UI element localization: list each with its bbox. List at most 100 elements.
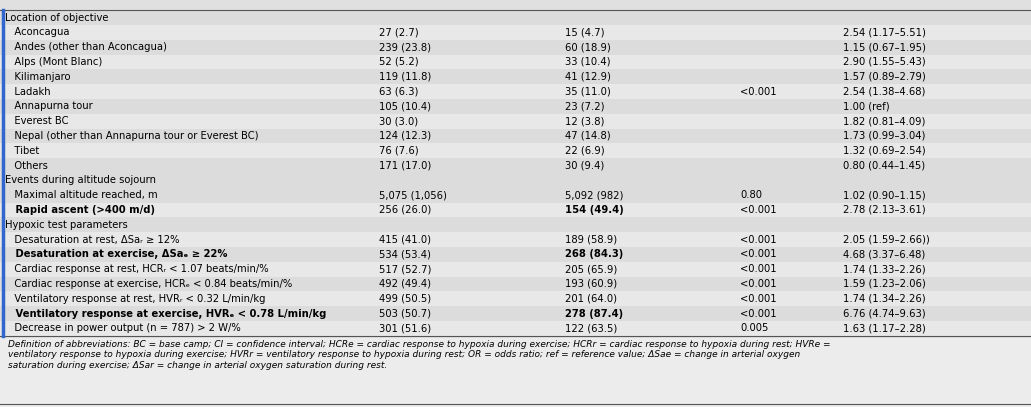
Text: <0.001: <0.001 bbox=[740, 294, 777, 304]
Bar bbox=[0, 232, 1031, 247]
Text: 52 (5.2): 52 (5.2) bbox=[379, 57, 419, 67]
Text: 47 (14.8): 47 (14.8) bbox=[565, 131, 610, 141]
Text: 1.82 (0.81–4.09): 1.82 (0.81–4.09) bbox=[843, 116, 926, 126]
Bar bbox=[0, 143, 1031, 158]
Bar bbox=[0, 277, 1031, 291]
Bar bbox=[0, 114, 1031, 129]
Text: 2.90 (1.55–5.43): 2.90 (1.55–5.43) bbox=[843, 57, 926, 67]
Text: 517 (52.7): 517 (52.7) bbox=[379, 264, 432, 274]
Text: <0.001: <0.001 bbox=[740, 309, 777, 319]
Text: Tibet: Tibet bbox=[5, 146, 39, 156]
Text: <0.001: <0.001 bbox=[740, 279, 777, 289]
Text: Rapid ascent (>400 m/d): Rapid ascent (>400 m/d) bbox=[5, 205, 155, 215]
Text: 30 (3.0): 30 (3.0) bbox=[379, 116, 419, 126]
Text: 256 (26.0): 256 (26.0) bbox=[379, 205, 432, 215]
Text: Annapurna tour: Annapurna tour bbox=[5, 101, 93, 112]
Text: 1.74 (1.33–2.26): 1.74 (1.33–2.26) bbox=[843, 264, 926, 274]
Text: Cardiac response at exercise, HCRₑ < 0.84 beats/min/%: Cardiac response at exercise, HCRₑ < 0.8… bbox=[5, 279, 293, 289]
Text: 41 (12.9): 41 (12.9) bbox=[565, 72, 610, 82]
Bar bbox=[0, 129, 1031, 143]
Text: 15 (4.7): 15 (4.7) bbox=[565, 27, 604, 37]
Text: 1.02 (0.90–1.15): 1.02 (0.90–1.15) bbox=[843, 190, 926, 200]
Bar bbox=[0, 99, 1031, 114]
Text: 12 (3.8): 12 (3.8) bbox=[565, 116, 604, 126]
Text: 105 (10.4): 105 (10.4) bbox=[379, 101, 431, 112]
Text: 189 (58.9): 189 (58.9) bbox=[565, 234, 618, 245]
Text: 1.63 (1.17–2.28): 1.63 (1.17–2.28) bbox=[843, 324, 926, 333]
Text: 35 (11.0): 35 (11.0) bbox=[565, 87, 610, 96]
Text: Alps (Mont Blanc): Alps (Mont Blanc) bbox=[5, 57, 102, 67]
Text: 154 (49.4): 154 (49.4) bbox=[565, 205, 624, 215]
Text: 499 (50.5): 499 (50.5) bbox=[379, 294, 432, 304]
Text: 1.73 (0.99–3.04): 1.73 (0.99–3.04) bbox=[843, 131, 926, 141]
Text: <0.001: <0.001 bbox=[740, 234, 777, 245]
Text: Cardiac response at rest, HCRᵣ < 1.07 beats/min/%: Cardiac response at rest, HCRᵣ < 1.07 be… bbox=[5, 264, 269, 274]
Text: 122 (63.5): 122 (63.5) bbox=[565, 324, 618, 333]
Text: 63 (6.3): 63 (6.3) bbox=[379, 87, 419, 96]
Text: 2.54 (1.38–4.68): 2.54 (1.38–4.68) bbox=[843, 87, 926, 96]
Text: 119 (11.8): 119 (11.8) bbox=[379, 72, 432, 82]
Text: 239 (23.8): 239 (23.8) bbox=[379, 42, 431, 52]
Bar bbox=[0, 10, 1031, 25]
Bar bbox=[0, 25, 1031, 40]
Text: 193 (60.9): 193 (60.9) bbox=[565, 279, 618, 289]
Text: 1.74 (1.34–2.26): 1.74 (1.34–2.26) bbox=[843, 294, 926, 304]
Bar bbox=[0, 84, 1031, 99]
Text: Everest BC: Everest BC bbox=[5, 116, 69, 126]
Text: 2.54 (1.17–5.51): 2.54 (1.17–5.51) bbox=[843, 27, 926, 37]
Text: Aconcagua: Aconcagua bbox=[5, 27, 70, 37]
Text: 503 (50.7): 503 (50.7) bbox=[379, 309, 431, 319]
Text: 0.005: 0.005 bbox=[740, 324, 769, 333]
Bar bbox=[0, 306, 1031, 321]
Text: Ladakh: Ladakh bbox=[5, 87, 51, 96]
Bar bbox=[0, 158, 1031, 173]
Bar bbox=[0, 173, 1031, 188]
Text: Kilimanjaro: Kilimanjaro bbox=[5, 72, 71, 82]
Text: 27 (2.7): 27 (2.7) bbox=[379, 27, 419, 37]
Text: <0.001: <0.001 bbox=[740, 87, 777, 96]
Text: 22 (6.9): 22 (6.9) bbox=[565, 146, 604, 156]
Text: 278 (87.4): 278 (87.4) bbox=[565, 309, 623, 319]
Text: 2.05 (1.59–2.66)): 2.05 (1.59–2.66)) bbox=[843, 234, 930, 245]
Text: Desaturation at exercise, ΔSaₑ ≥ 22%: Desaturation at exercise, ΔSaₑ ≥ 22% bbox=[5, 249, 228, 259]
Text: Ventilatory response at rest, HVRᵣ < 0.32 L/min/kg: Ventilatory response at rest, HVRᵣ < 0.3… bbox=[5, 294, 266, 304]
Bar bbox=[0, 338, 1031, 407]
Text: 76 (7.6): 76 (7.6) bbox=[379, 146, 419, 156]
Text: Maximal altitude reached, m: Maximal altitude reached, m bbox=[5, 190, 158, 200]
Bar bbox=[0, 262, 1031, 277]
Text: Others: Others bbox=[5, 161, 48, 171]
Text: 534 (53.4): 534 (53.4) bbox=[379, 249, 431, 259]
Text: 201 (64.0): 201 (64.0) bbox=[565, 294, 617, 304]
Text: Andes (other than Aconcagua): Andes (other than Aconcagua) bbox=[5, 42, 167, 52]
Text: 23 (7.2): 23 (7.2) bbox=[565, 101, 604, 112]
Text: 1.32 (0.69–2.54): 1.32 (0.69–2.54) bbox=[843, 146, 926, 156]
Text: 1.57 (0.89–2.79): 1.57 (0.89–2.79) bbox=[843, 72, 926, 82]
Text: 5,092 (982): 5,092 (982) bbox=[565, 190, 624, 200]
Text: Desaturation at rest, ΔSaᵣ ≥ 12%: Desaturation at rest, ΔSaᵣ ≥ 12% bbox=[5, 234, 179, 245]
Text: 415 (41.0): 415 (41.0) bbox=[379, 234, 431, 245]
Text: Hypoxic test parameters: Hypoxic test parameters bbox=[5, 220, 128, 230]
Text: 2.78 (2.13–3.61): 2.78 (2.13–3.61) bbox=[843, 205, 926, 215]
Text: 124 (12.3): 124 (12.3) bbox=[379, 131, 432, 141]
Text: Events during altitude sojourn: Events during altitude sojourn bbox=[5, 175, 156, 185]
Text: <0.001: <0.001 bbox=[740, 264, 777, 274]
Text: 492 (49.4): 492 (49.4) bbox=[379, 279, 431, 289]
Text: 301 (51.6): 301 (51.6) bbox=[379, 324, 432, 333]
Bar bbox=[0, 217, 1031, 232]
Text: Nepal (other than Annapurna tour or Everest BC): Nepal (other than Annapurna tour or Ever… bbox=[5, 131, 259, 141]
Text: Ventilatory response at exercise, HVRₑ < 0.78 L/min/kg: Ventilatory response at exercise, HVRₑ <… bbox=[5, 309, 327, 319]
Bar bbox=[0, 40, 1031, 55]
Text: 5,075 (1,056): 5,075 (1,056) bbox=[379, 190, 447, 200]
Text: Location of objective: Location of objective bbox=[5, 13, 108, 22]
Bar bbox=[0, 203, 1031, 217]
Text: 1.15 (0.67–1.95): 1.15 (0.67–1.95) bbox=[843, 42, 926, 52]
Text: Decrease in power output (n = 787) > 2 W/%: Decrease in power output (n = 787) > 2 W… bbox=[5, 324, 241, 333]
Bar bbox=[0, 69, 1031, 84]
Text: 1.00 (ref): 1.00 (ref) bbox=[843, 101, 890, 112]
Bar bbox=[0, 55, 1031, 69]
Text: 60 (18.9): 60 (18.9) bbox=[565, 42, 610, 52]
Text: 33 (10.4): 33 (10.4) bbox=[565, 57, 610, 67]
Bar bbox=[0, 188, 1031, 203]
Text: 0.80: 0.80 bbox=[740, 190, 762, 200]
Bar bbox=[0, 291, 1031, 306]
